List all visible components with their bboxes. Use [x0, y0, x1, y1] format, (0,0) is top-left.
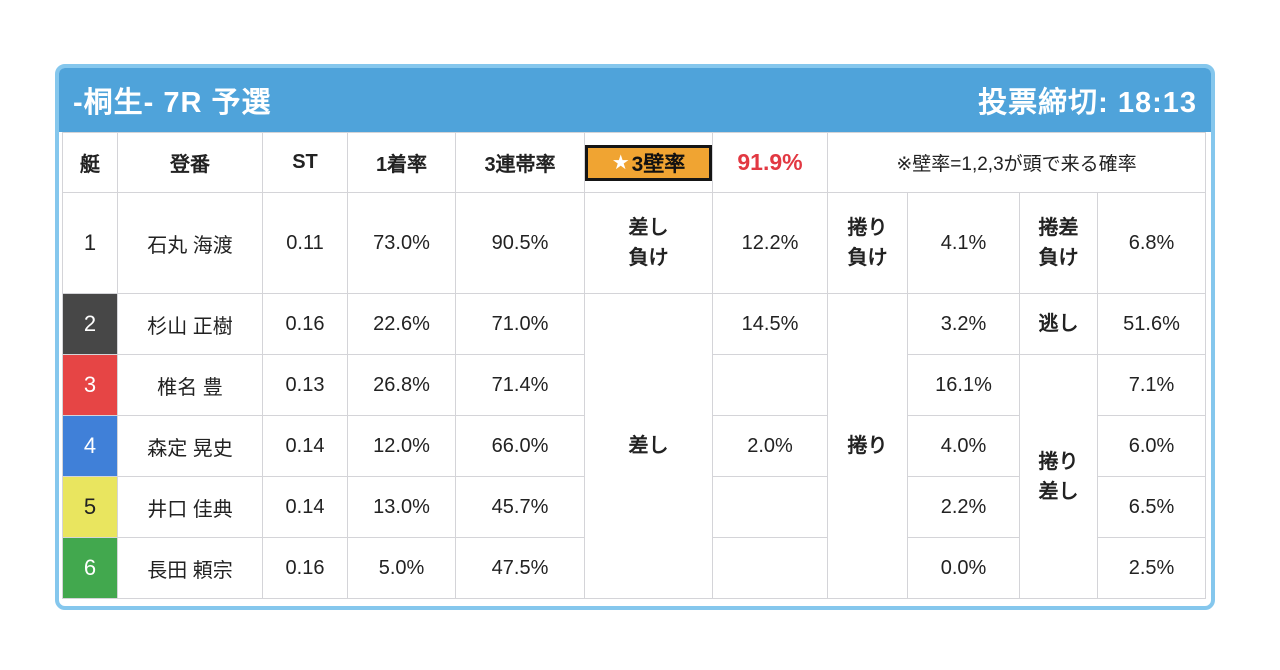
scenario-value: 3.2% — [907, 293, 1020, 355]
racer-name: 長田 頼宗 — [117, 537, 263, 599]
scenario-value: 0.0% — [907, 537, 1020, 599]
boat-number-cell: 5 — [62, 476, 118, 538]
scenario-value — [712, 537, 828, 599]
scenario-value — [712, 476, 828, 538]
scenario-value: 2.2% — [907, 476, 1020, 538]
scenario-value: 4.1% — [907, 192, 1020, 294]
scenario-value: 2.0% — [712, 415, 828, 477]
st-value: 0.14 — [262, 476, 348, 538]
racer-row-5: 5 井口 佳典 0.14 13.0% 45.7% 2.2% 6.5% — [62, 476, 1207, 538]
wall-rate-value: 91.9% — [712, 132, 828, 193]
racer-name: 石丸 海渡 — [117, 192, 263, 294]
col-header-boat: 艇 — [62, 132, 118, 193]
wall-rate-label: 3壁率 — [631, 152, 686, 176]
scenario-label-sashi-make: 差し 負け — [584, 192, 713, 294]
star-icon: ★ — [611, 152, 630, 174]
boat-number-cell: 4 — [62, 415, 118, 477]
col-header-reg: 登番 — [117, 132, 263, 193]
st-value: 0.11 — [262, 192, 348, 294]
win-rate-value: 12.0% — [347, 415, 456, 477]
scenario-label-makuri-make: 捲り 負け — [827, 192, 908, 294]
scenario-value — [712, 354, 828, 416]
table-header-row: 艇 登番 ST 1着率 3連帯率 ★ 3壁率 91.9% ※壁率=1,2,3が頭で… — [62, 132, 1207, 193]
scenario-label-nigashi: 逃し — [1019, 293, 1098, 355]
col-header-win-rate: 1着率 — [347, 132, 456, 193]
top3-rate-value: 90.5% — [455, 192, 585, 294]
col-header-wall-rate: ★ 3壁率 — [584, 132, 713, 193]
scenario-value: 6.5% — [1096, 476, 1207, 538]
race-header: -桐生- 7R 予選 投票締切: 18:13 — [59, 68, 1211, 132]
wall-rate-note: ※壁率=1,2,3が頭で来る確率 — [826, 132, 1207, 193]
scenario-value: 14.5% — [712, 293, 828, 355]
scenario-value: 2.5% — [1096, 537, 1207, 599]
scenario-label-makuri: 捲り — [827, 293, 908, 599]
race-title: -桐生- 7R 予選 — [73, 87, 272, 119]
win-rate-value: 26.8% — [347, 354, 456, 416]
racer-row-6: 6 長田 頼宗 0.16 5.0% 47.5% 0.0% 2.5% — [62, 537, 1207, 599]
scenario-value: 6.8% — [1096, 192, 1207, 294]
racer-name: 杉山 正樹 — [117, 293, 263, 355]
col-header-st: ST — [262, 132, 348, 193]
vote-deadline: 投票締切: 18:13 — [978, 87, 1197, 119]
scenario-label-makurizashi-make: 捲差 負け — [1019, 192, 1098, 294]
racer-name: 椎名 豊 — [117, 354, 263, 416]
win-rate-value: 73.0% — [347, 192, 456, 294]
racer-row-3: 3 椎名 豊 0.13 26.8% 71.4% 16.1% 捲り 差し 7.1% — [62, 354, 1207, 599]
racer-row-4: 4 森定 晃史 0.14 12.0% 66.0% 2.0% 4.0% 6.0% — [62, 415, 1207, 477]
top3-rate-value: 45.7% — [455, 476, 585, 538]
win-rate-value: 22.6% — [347, 293, 456, 355]
top3-rate-value: 71.0% — [455, 293, 585, 355]
top3-rate-value: 47.5% — [455, 537, 585, 599]
top3-rate-value: 66.0% — [455, 415, 585, 477]
st-value: 0.14 — [262, 415, 348, 477]
scenario-value: 12.2% — [712, 192, 828, 294]
racer-row-1: 1 石丸 海渡 0.11 73.0% 90.5% 差し 負け 12.2% 捲り … — [62, 192, 1207, 294]
st-value: 0.13 — [262, 354, 348, 416]
scenario-value: 6.0% — [1096, 415, 1207, 477]
col-header-top3-rate: 3連帯率 — [455, 132, 585, 193]
scenario-label-makurizashi: 捲り 差し — [1019, 354, 1098, 599]
race-card: -桐生- 7R 予選 投票締切: 18:13 艇 登番 ST 1着率 3連帯率 — [55, 64, 1215, 610]
boat-number-cell: 1 — [62, 192, 118, 294]
scenario-value: 51.6% — [1096, 293, 1207, 355]
racer-name: 井口 佳典 — [117, 476, 263, 538]
win-rate-value: 5.0% — [347, 537, 456, 599]
top3-rate-value: 71.4% — [455, 354, 585, 416]
boat-number-cell: 3 — [62, 354, 118, 416]
racer-name: 森定 晃史 — [117, 415, 263, 477]
scenario-value: 4.0% — [907, 415, 1020, 477]
scenario-value: 16.1% — [907, 354, 1020, 416]
racer-row-2: 2 杉山 正樹 0.16 22.6% 71.0% 差し 14.5% 捲り 3.2… — [62, 293, 1207, 599]
st-value: 0.16 — [262, 293, 348, 355]
stats-table: 艇 登番 ST 1着率 3連帯率 ★ 3壁率 91.9% ※壁率=1,2,3が頭で… — [62, 132, 1207, 599]
boat-number-cell: 2 — [62, 293, 118, 355]
scenario-label-sashi: 差し — [584, 293, 713, 599]
wall-rate-badge: ★ 3壁率 — [585, 144, 712, 181]
scenario-value: 7.1% — [1096, 354, 1207, 416]
st-value: 0.16 — [262, 537, 348, 599]
win-rate-value: 13.0% — [347, 476, 456, 538]
boat-number-cell: 6 — [62, 537, 118, 599]
